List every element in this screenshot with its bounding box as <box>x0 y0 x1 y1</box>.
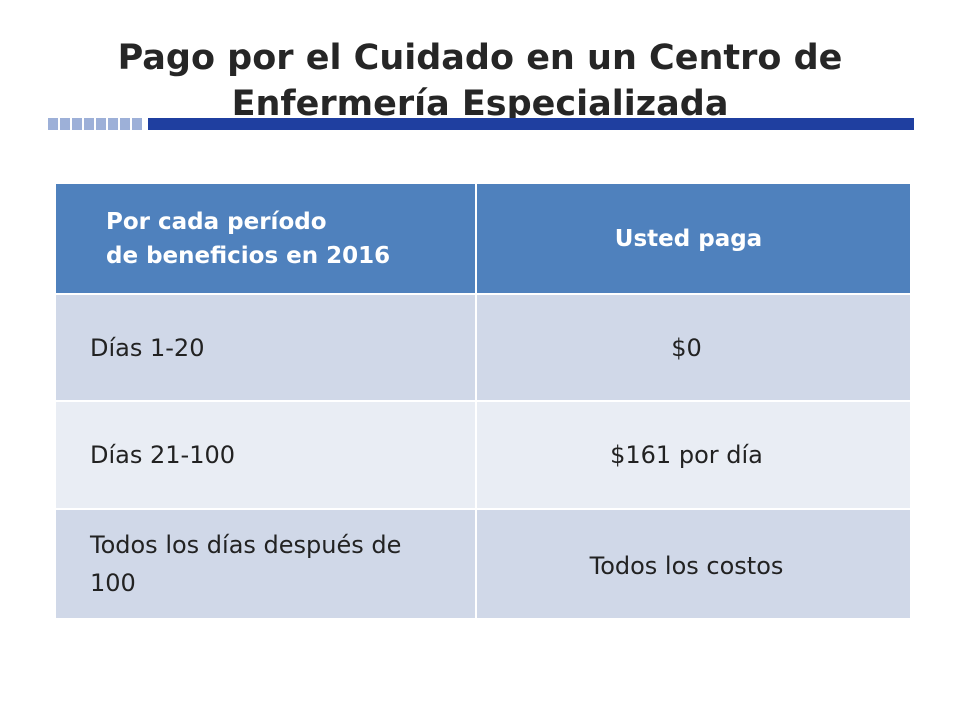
benefits-table: Por cada período de beneficios en 2016 U… <box>56 184 910 618</box>
table-header-row: Por cada período de beneficios en 2016 U… <box>56 184 910 294</box>
table-row: Días 21-100 $161 por día <box>56 400 910 509</box>
row-pay-cell: $0 <box>476 293 910 401</box>
header-benefit-period: Por cada período de beneficios en 2016 <box>56 184 477 294</box>
row-period-text: Todos los días después de 100 <box>90 531 402 597</box>
divider-square <box>108 118 118 130</box>
header-benefit-period-line-2: de beneficios en 2016 <box>106 242 391 269</box>
divider-bar <box>148 118 914 130</box>
slide-title-line-1: Pago por el Cuidado en un Centro de <box>117 38 843 79</box>
slide-title: Pago por el Cuidado en un Centro de Enfe… <box>40 35 920 127</box>
divider-square <box>120 118 130 130</box>
title-divider <box>48 118 914 130</box>
divider-square <box>48 118 58 130</box>
divider-square <box>84 118 94 130</box>
divider-square <box>60 118 70 130</box>
row-period-cell: Días 21-100 <box>56 400 477 509</box>
table-row: Todos los días después de 100 Todos los … <box>56 508 910 618</box>
table-row: Días 1-20 $0 <box>56 293 910 401</box>
divider-square <box>132 118 142 130</box>
header-benefit-period-line-1: Por cada período <box>106 208 327 235</box>
row-period-cell: Días 1-20 <box>56 293 477 401</box>
header-you-pay: Usted paga <box>476 184 910 294</box>
divider-square <box>72 118 82 130</box>
row-pay-cell: Todos los costos <box>476 508 910 618</box>
slide-title-line-2: Enfermería Especializada <box>231 84 729 125</box>
row-period-cell: Todos los días después de 100 <box>56 508 477 618</box>
divider-square <box>96 118 106 130</box>
row-pay-cell: $161 por día <box>476 400 910 509</box>
